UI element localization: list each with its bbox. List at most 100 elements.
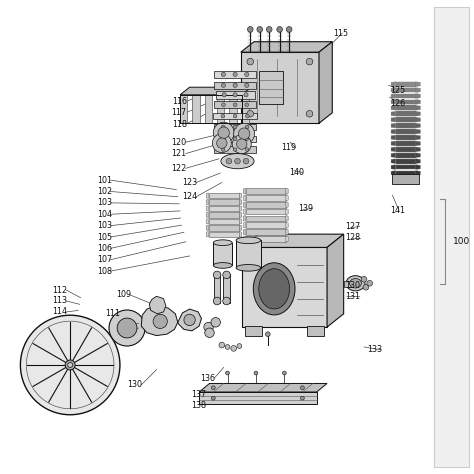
Text: 125: 125 [391, 86, 406, 94]
Circle shape [223, 271, 230, 279]
Polygon shape [243, 236, 246, 242]
Polygon shape [391, 129, 396, 134]
Circle shape [226, 158, 232, 164]
Polygon shape [180, 95, 187, 123]
Bar [396, 88, 416, 92]
Circle shape [265, 332, 270, 337]
Circle shape [247, 27, 253, 32]
Circle shape [238, 128, 250, 139]
Bar [241, 52, 319, 123]
Circle shape [246, 148, 249, 151]
Bar [246, 188, 286, 194]
Text: 102: 102 [97, 187, 112, 196]
Circle shape [247, 58, 254, 65]
Text: 123: 123 [182, 178, 197, 187]
Circle shape [243, 158, 249, 164]
Polygon shape [391, 100, 396, 104]
Polygon shape [206, 219, 209, 224]
Polygon shape [243, 222, 246, 228]
Circle shape [233, 93, 237, 97]
Bar [214, 71, 256, 78]
Circle shape [233, 137, 237, 141]
Bar [209, 225, 239, 230]
Bar [214, 82, 256, 89]
Bar [180, 95, 242, 123]
Polygon shape [239, 225, 242, 230]
Text: 130: 130 [127, 381, 142, 389]
Circle shape [234, 123, 255, 144]
Text: 140: 140 [289, 168, 304, 177]
Bar [246, 195, 286, 201]
Bar [246, 229, 286, 235]
Bar [396, 100, 416, 104]
Bar [307, 326, 324, 336]
Circle shape [361, 276, 367, 282]
Bar [216, 91, 255, 99]
Polygon shape [391, 141, 396, 146]
Polygon shape [416, 88, 420, 92]
Circle shape [212, 134, 231, 153]
Circle shape [231, 346, 237, 351]
Circle shape [245, 125, 249, 129]
Polygon shape [416, 147, 420, 152]
Ellipse shape [236, 264, 261, 271]
Text: 115: 115 [333, 29, 348, 37]
Circle shape [306, 110, 313, 117]
Circle shape [223, 297, 230, 305]
Circle shape [218, 127, 229, 138]
Polygon shape [199, 383, 327, 392]
Circle shape [221, 125, 225, 129]
Circle shape [286, 27, 292, 32]
Polygon shape [205, 95, 212, 123]
Circle shape [205, 328, 214, 337]
Polygon shape [391, 82, 396, 87]
Text: 116: 116 [172, 97, 187, 106]
Text: 121: 121 [172, 149, 187, 158]
Bar [209, 212, 239, 218]
Polygon shape [416, 171, 420, 175]
Circle shape [211, 386, 215, 390]
Bar [396, 117, 416, 122]
Text: 128: 128 [346, 234, 361, 242]
Ellipse shape [213, 263, 232, 268]
Ellipse shape [346, 276, 365, 291]
Polygon shape [239, 231, 242, 237]
Polygon shape [391, 88, 396, 92]
Circle shape [233, 114, 237, 118]
Ellipse shape [349, 279, 361, 288]
Text: 126: 126 [391, 99, 406, 108]
Polygon shape [286, 202, 288, 208]
Bar [209, 231, 239, 237]
Circle shape [237, 139, 247, 149]
Text: 137: 137 [191, 390, 207, 399]
Circle shape [233, 125, 237, 129]
Polygon shape [391, 153, 396, 158]
Polygon shape [416, 94, 420, 99]
Polygon shape [243, 202, 246, 208]
Polygon shape [180, 87, 251, 95]
Polygon shape [243, 188, 246, 194]
Polygon shape [286, 209, 288, 215]
Circle shape [184, 314, 195, 326]
Circle shape [213, 297, 221, 305]
Circle shape [222, 93, 227, 97]
Circle shape [211, 318, 220, 327]
Polygon shape [416, 82, 420, 87]
Bar [396, 123, 416, 128]
Polygon shape [239, 212, 242, 218]
Bar [392, 174, 419, 184]
Text: 105: 105 [97, 233, 112, 241]
Circle shape [257, 27, 263, 32]
Text: 106: 106 [97, 244, 112, 253]
Circle shape [219, 342, 225, 348]
Circle shape [254, 371, 258, 375]
Text: 107: 107 [97, 255, 112, 264]
Bar [199, 392, 317, 404]
Bar [396, 111, 416, 116]
Circle shape [306, 58, 313, 65]
Bar [246, 216, 286, 221]
Polygon shape [416, 118, 420, 122]
Polygon shape [242, 95, 249, 123]
Bar [396, 153, 416, 158]
Bar [396, 165, 416, 170]
